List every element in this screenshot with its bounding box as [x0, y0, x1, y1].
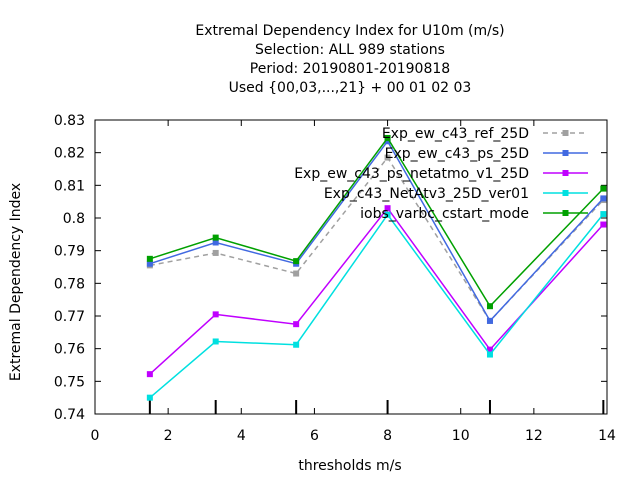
axis-ticks: 0.74 0.75 0.76 0.77 0.78 0.79 0.8 0.81 0.82 0.83 0…: [54, 113, 616, 444]
series-5: [146, 134, 607, 310]
title-line-1: Extremal Dependency Index for U10m (m/s): [195, 23, 504, 39]
title-line-4: Used {00,03,...,21} + 00 01 02 03: [229, 80, 472, 96]
data-point: [384, 134, 391, 141]
data-point: [212, 249, 219, 256]
x-tick-label: 10: [452, 428, 470, 444]
data-point: [486, 351, 493, 358]
y-tick-label: 0.81: [54, 178, 85, 194]
data-point: [293, 341, 300, 348]
series-line: [149, 139, 604, 323]
x-tick-label: 6: [310, 428, 319, 444]
y-tick-label: 0.82: [54, 146, 85, 162]
y-tick-label: 0.83: [54, 113, 85, 129]
data-point: [600, 195, 607, 202]
data-point: [146, 255, 153, 262]
legend-label: Exp_c43_NetAtv3_25D_ver01: [324, 186, 529, 202]
x-tick-label: 8: [383, 428, 392, 444]
data-point: [146, 394, 153, 401]
data-point: [146, 260, 153, 267]
y-tick-label: 0.78: [54, 276, 85, 292]
legend-label: Exp_ew_c43_ps_netatmo_v1_25D: [294, 166, 529, 182]
x-tick-label: 4: [237, 428, 246, 444]
y-tick-label: 0.75: [54, 374, 85, 390]
data-point: [293, 321, 300, 328]
series-3: [146, 205, 607, 378]
data-point: [384, 205, 391, 212]
legend-item-1: Exp_ew_c43_ref_25D: [382, 126, 588, 142]
chart-title: Extremal Dependency Index for U10m (m/s)…: [195, 23, 504, 96]
y-axis-label: Extremal Dependency Index: [8, 183, 24, 381]
legend-item-4: Exp_c43_NetAtv3_25D_ver01: [324, 186, 588, 202]
data-point: [486, 303, 493, 310]
data-point: [212, 234, 219, 241]
title-line-3: Period: 20190801-20190818: [250, 61, 450, 77]
plot-area: [94, 119, 608, 415]
data-point: [384, 211, 391, 218]
data-point: [486, 346, 493, 353]
legend-label: iobs_varbc_cstart_mode: [360, 206, 529, 222]
x-tick-label: 14: [598, 428, 616, 444]
data-point: [600, 211, 607, 218]
data-point: [212, 311, 219, 318]
data-point: [486, 317, 493, 324]
series-line: [149, 206, 604, 375]
series-lines: [146, 134, 607, 401]
data-point: [600, 185, 607, 192]
y-tick-label: 0.77: [54, 309, 85, 325]
y-tick-label: 0.79: [54, 244, 85, 260]
legend-item-2: Exp_ew_c43_ps_25D: [385, 146, 588, 162]
series-line: [149, 213, 604, 399]
data-point: [212, 338, 219, 345]
data-point: [146, 371, 153, 378]
legend-label: Exp_ew_c43_ps_25D: [385, 146, 529, 162]
x-tick-label: 0: [91, 428, 100, 444]
x-tick-label: 2: [164, 428, 173, 444]
plot-border: [94, 119, 608, 415]
legend-swatch-marker: [562, 150, 569, 156]
data-point: [212, 239, 219, 246]
legend-label: Exp_ew_c43_ref_25D: [382, 126, 529, 142]
y-tick-label: 0.8: [63, 211, 85, 227]
x-tick-label: 12: [525, 428, 543, 444]
data-point: [384, 138, 391, 145]
data-point: [600, 221, 607, 228]
title-line-2: Selection: ALL 989 stations: [255, 42, 445, 58]
y-tick-label: 0.74: [54, 407, 85, 423]
data-point: [384, 154, 391, 161]
legend-swatch-marker: [562, 190, 569, 196]
data-point: [293, 258, 300, 265]
legend-swatch-marker: [562, 130, 569, 136]
data-point: [293, 270, 300, 277]
legend-item-3: Exp_ew_c43_ps_netatmo_v1_25D: [294, 166, 588, 182]
series-4: [146, 211, 607, 401]
legend-item-5: iobs_varbc_cstart_mode: [360, 206, 588, 222]
y-tick-label: 0.76: [54, 342, 85, 358]
legend-swatch-marker: [562, 210, 569, 216]
legend-swatch-marker: [562, 170, 569, 176]
legend: Exp_ew_c43_ref_25D Exp_ew_c43_ps_25D Exp_e…: [294, 126, 588, 222]
series-line: [149, 136, 604, 308]
x-axis-label: thresholds m/s: [298, 458, 401, 474]
